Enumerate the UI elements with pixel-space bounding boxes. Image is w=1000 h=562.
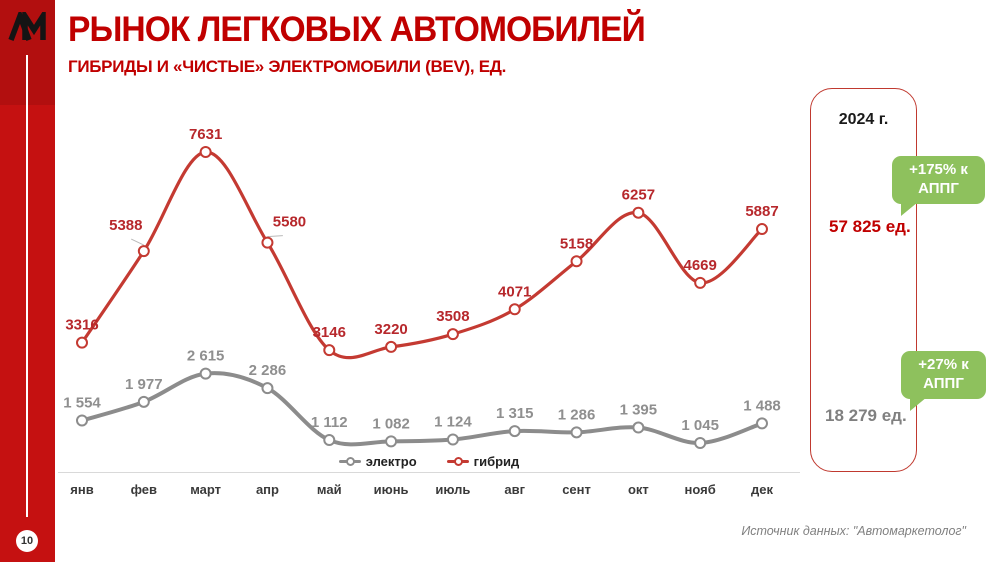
hybrid-marker [199, 146, 212, 158]
line-chart: 1 554 1 977 2 615 2 286 1 112 1 082 1 124 1 315… [58, 98, 800, 505]
hybrid-value-label: 6257 [622, 187, 655, 204]
electro-value-label: 1 112 [311, 414, 348, 431]
hybrid-value-label: 4669 [683, 257, 716, 274]
electro-marker [323, 434, 336, 447]
electro-marker [76, 414, 88, 427]
electro-marker [261, 382, 274, 395]
electro-marker [137, 395, 150, 408]
page-subtitle: ГИБРИДЫ И «ЧИСТЫЕ» ЭЛЕКТРОМОБИЛИ (BEV), … [68, 57, 506, 76]
x-axis-label: окт [627, 482, 649, 497]
legend-item-hybrid: гибрид [446, 453, 520, 469]
electro-marker [756, 417, 768, 430]
chart-legend: электро гибрид [58, 450, 800, 472]
plot-area: 1 554 1 977 2 615 2 286 1 112 1 082 1 124 1 315… [63, 126, 781, 449]
electro-value-label: 1 286 [558, 406, 596, 423]
hybrid-value-label: 5580 [273, 214, 306, 231]
electro-value-label: 1 977 [125, 376, 163, 393]
electro-marker [694, 437, 707, 449]
hybrid-marker [323, 344, 336, 357]
label-leader-line [131, 238, 145, 246]
hybrid-marker [137, 245, 150, 258]
hybrid-value-label: 4071 [498, 283, 531, 300]
electro-value-label: 2 286 [249, 362, 287, 379]
legend-dot-hybrid-icon [453, 456, 463, 466]
electro-value-label: 1 124 [434, 414, 472, 431]
hybrid-marker [76, 336, 88, 349]
hybrid-growth-badge: +175% к АППГ [892, 156, 985, 215]
electro-value-label: 1 395 [620, 402, 658, 419]
hybrid-marker [508, 303, 521, 316]
hybrid-marker [385, 340, 398, 353]
legend-label-electro: электро [365, 453, 417, 469]
page-number-badge: 10 [16, 530, 38, 552]
legend-marker-electro-icon [338, 456, 361, 466]
electro-marker [632, 421, 645, 434]
x-axis-label: фев [130, 482, 158, 497]
x-axis-label: апр [255, 482, 279, 497]
hybrid-value-label: 7631 [189, 126, 222, 143]
x-axis-line [58, 472, 800, 473]
x-axis-label: июнь [373, 482, 409, 497]
label-leader-line [267, 235, 283, 238]
hybrid-marker [446, 328, 459, 341]
hybrid-value-label: 5158 [560, 235, 593, 252]
legend-label-hybrid: гибрид [473, 453, 520, 469]
legend-marker-hybrid-icon [446, 456, 469, 466]
hybrid-marker [570, 255, 583, 268]
panel-year-label: 2024 г. [838, 111, 889, 128]
hybrid-marker [694, 276, 707, 289]
hybrid-line [80, 150, 764, 360]
electro-growth-badge: +27% к АППГ [901, 351, 986, 410]
am-monogram-icon [7, 12, 46, 41]
brand-sidebar: 10 [0, 0, 55, 562]
hybrid-value-label: 3220 [374, 321, 407, 338]
electro-marker [508, 425, 521, 438]
hybrid-value-label: 3316 [65, 317, 98, 334]
hybrid-marker [632, 206, 645, 219]
x-axis-label: сент [562, 482, 591, 497]
page-number: 10 [20, 535, 34, 547]
legend-item-electro: электро [338, 453, 417, 469]
electro-value-label: 1 045 [681, 417, 719, 434]
electro-value-label: 1 554 [63, 395, 101, 412]
electro-marker [446, 433, 459, 446]
hybrid-total-value: 57 825 ед. [829, 217, 911, 236]
hybrid-value-label: 5887 [745, 203, 778, 220]
electro-line [81, 371, 763, 447]
header: РЫНОК ЛЕГКОВЫХ АВТОМОБИЛЕЙ ГИБРИДЫ И «ЧИ… [68, 10, 828, 77]
x-axis-label: янв [70, 482, 94, 497]
x-axis: янв фев март апр май июнь июль авг сент окт нояб де… [58, 473, 800, 505]
x-axis-label: март [190, 482, 222, 497]
x-axis-label: авг [504, 482, 526, 497]
summary-panel-2024: 2024 г. 57 825 ед. 18 279 ед. [810, 88, 917, 472]
x-axis-label: май [316, 482, 342, 497]
hybrid-value-label: 5388 [109, 217, 142, 234]
hybrid-value-label: 3508 [436, 308, 469, 325]
electro-value-label: 1 488 [743, 397, 781, 414]
hybrid-value-label: 3146 [313, 324, 346, 341]
electro-value-label: 1 082 [372, 415, 410, 432]
electro-value-label: 1 315 [496, 405, 534, 422]
electro-marker [385, 435, 398, 448]
source-note: Источник данных: "Автомаркетолог" [741, 524, 966, 538]
hybrid-marker [756, 223, 768, 236]
x-axis-label: июль [435, 482, 471, 497]
x-axis-label: дек [751, 482, 773, 497]
electro-marker [199, 367, 212, 380]
page-title: РЫНОК ЛЕГКОВЫХ АВТОМОБИЛЕЙ [68, 10, 646, 49]
hybrid-marker [261, 236, 274, 249]
electro-marker [570, 426, 583, 439]
legend-dot-electro-icon [345, 456, 355, 466]
electro-total-value: 18 279 ед. [825, 406, 907, 425]
electro-value-label: 2 615 [187, 348, 225, 365]
x-axis-label: нояб [684, 482, 716, 497]
sidebar-divider-line [26, 55, 28, 517]
